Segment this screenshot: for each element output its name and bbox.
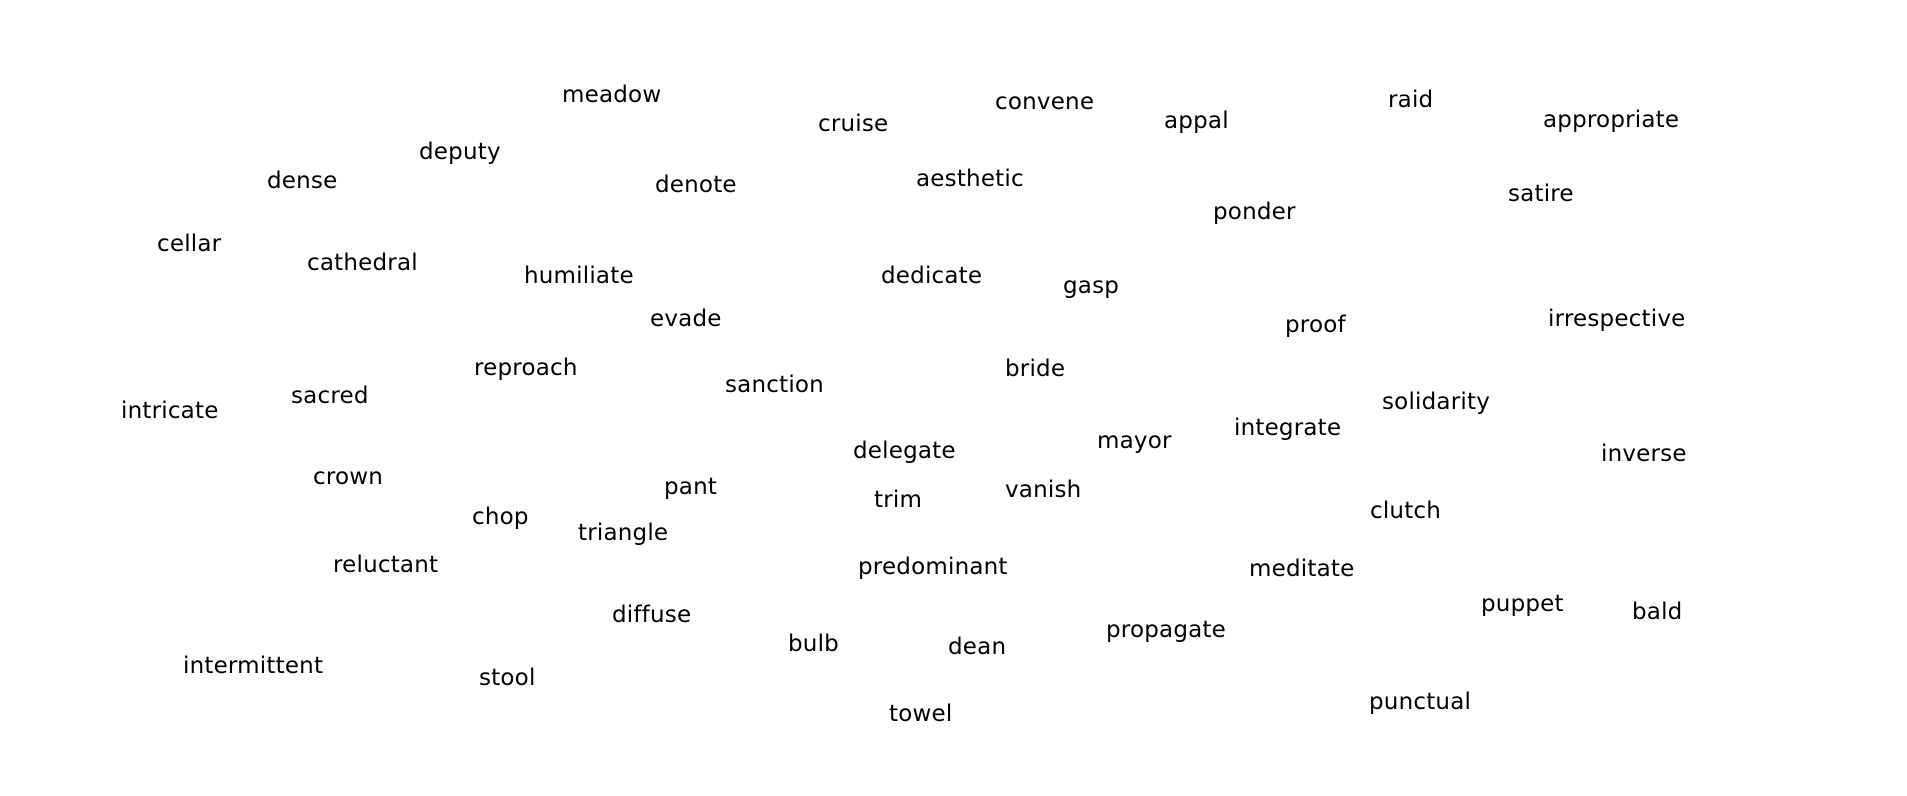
word-trim: trim <box>874 487 923 513</box>
word-bride: bride <box>1005 356 1066 382</box>
word-dean: dean <box>948 634 1007 660</box>
word-appal: appal <box>1164 108 1229 134</box>
word-raid: raid <box>1388 87 1434 113</box>
word-stool: stool <box>479 665 536 691</box>
word-triangle: triangle <box>578 520 669 546</box>
word-predominant: predominant <box>858 554 1008 580</box>
word-dense: dense <box>267 168 338 194</box>
word-bald: bald <box>1632 599 1683 625</box>
word-solidarity: solidarity <box>1382 389 1491 415</box>
word-gasp: gasp <box>1063 273 1120 299</box>
word-chop: chop <box>472 504 529 530</box>
word-denote: denote <box>655 172 737 198</box>
word-intermittent: intermittent <box>183 653 324 679</box>
word-meadow: meadow <box>562 82 662 108</box>
word-irrespective: irrespective <box>1548 306 1686 332</box>
word-inverse: inverse <box>1601 441 1687 467</box>
word-punctual: punctual <box>1369 689 1472 715</box>
word-clutch: clutch <box>1370 498 1442 524</box>
word-vanish: vanish <box>1005 477 1082 503</box>
word-dedicate: dedicate <box>881 263 983 289</box>
word-integrate: integrate <box>1234 415 1342 441</box>
word-reluctant: reluctant <box>333 552 439 578</box>
word-deputy: deputy <box>419 139 501 165</box>
word-crown: crown <box>313 464 384 490</box>
word-sacred: sacred <box>291 383 369 409</box>
word-cathedral: cathedral <box>307 250 418 276</box>
word-meditate: meditate <box>1249 556 1355 582</box>
word-proof: proof <box>1285 312 1346 338</box>
word-appropriate: appropriate <box>1543 107 1680 133</box>
word-aesthetic: aesthetic <box>916 166 1024 192</box>
word-diffuse: diffuse <box>612 602 692 628</box>
word-convene: convene <box>995 89 1095 115</box>
word-propagate: propagate <box>1106 617 1226 643</box>
word-intricate: intricate <box>121 398 219 424</box>
word-towel: towel <box>889 701 953 727</box>
word-ponder: ponder <box>1213 199 1296 225</box>
word-bulb: bulb <box>788 631 839 657</box>
word-mayor: mayor <box>1097 428 1172 454</box>
word-puppet: puppet <box>1481 591 1564 617</box>
word-reproach: reproach <box>474 355 578 381</box>
word-pant: pant <box>664 474 718 500</box>
word-cruise: cruise <box>818 111 889 137</box>
word-satire: satire <box>1508 181 1574 207</box>
word-evade: evade <box>650 306 722 332</box>
word-cellar: cellar <box>157 231 222 257</box>
word-sanction: sanction <box>725 372 824 398</box>
word-humiliate: humiliate <box>524 263 634 289</box>
word-delegate: delegate <box>853 438 956 464</box>
